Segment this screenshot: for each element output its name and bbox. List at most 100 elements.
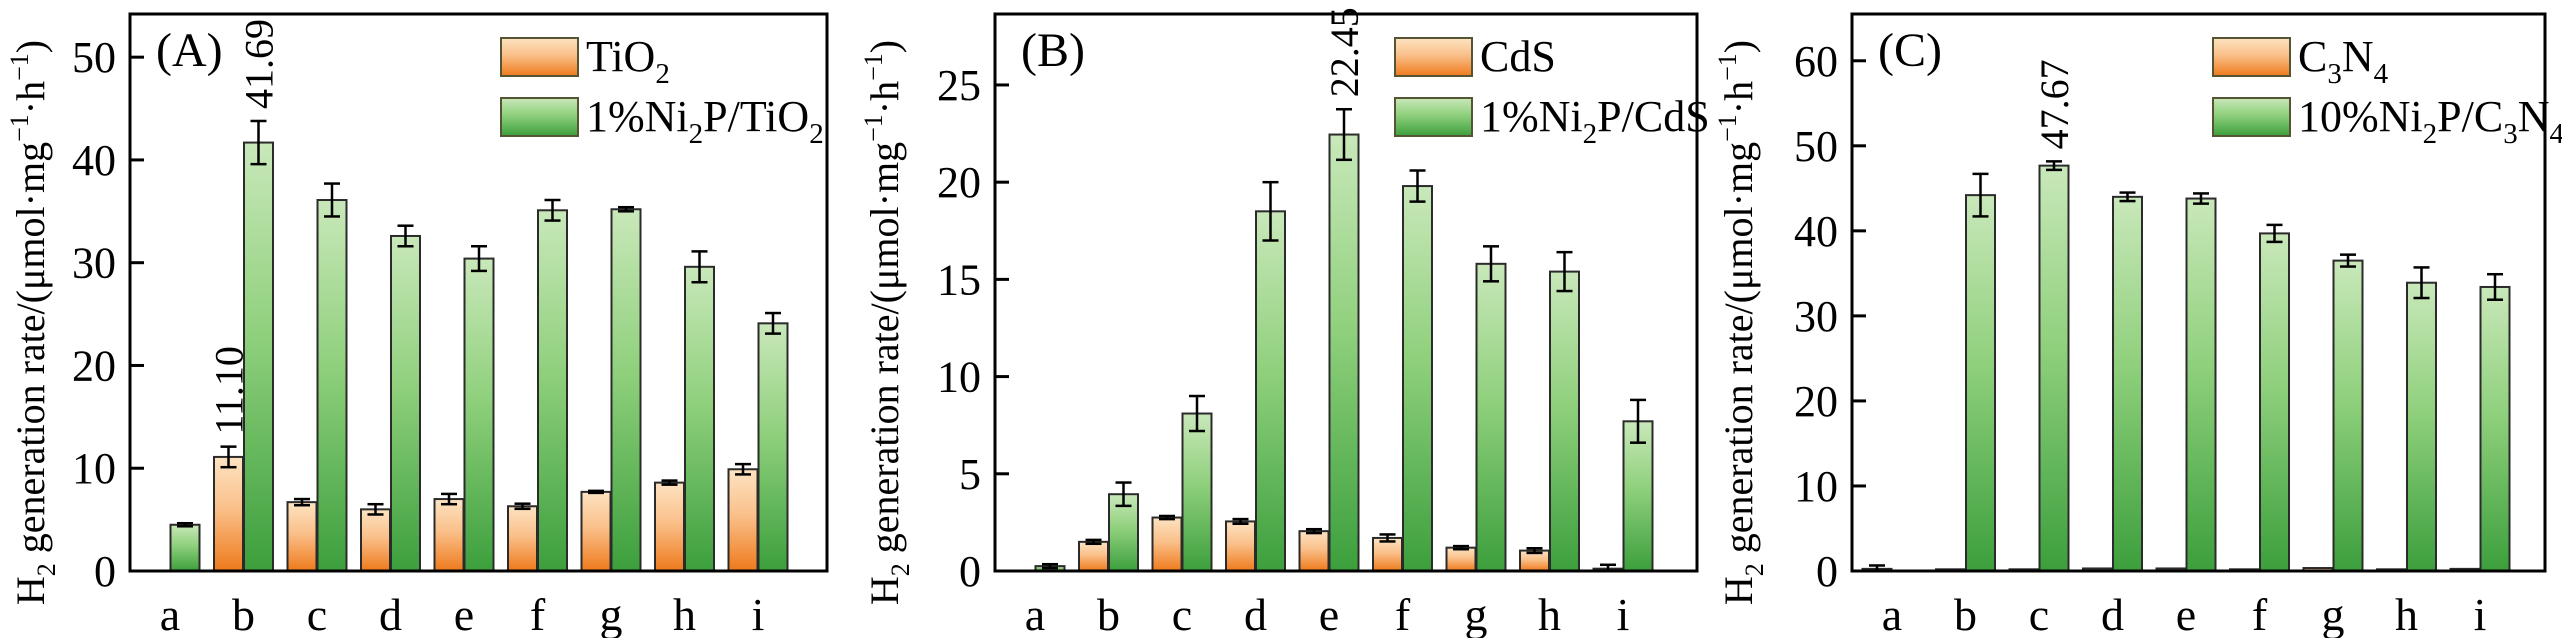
bar-green-e	[2185, 197, 2217, 572]
bar-green-d	[2112, 195, 2143, 572]
legend-label-1: 1%Ni2P/TiO2	[586, 92, 824, 150]
error-bar-orange-h	[1526, 547, 1543, 555]
error-bar-orange-g	[1453, 544, 1469, 551]
error-bar-green-i	[765, 311, 781, 335]
x-category-label-a: a	[1025, 589, 1045, 638]
x-category-label-b: b	[1097, 589, 1120, 638]
bar-orange-d	[360, 508, 391, 572]
error-bar-green-g	[1483, 245, 1499, 283]
axis-frame	[993, 12, 1699, 573]
x-category-label-g: g	[600, 589, 623, 638]
error-bar-green-f	[1409, 169, 1426, 203]
y-tick-label: 25	[937, 61, 981, 110]
bar-orange-g	[580, 490, 612, 573]
bar-green-a	[169, 523, 201, 573]
y-tick-label: 40	[1794, 207, 1838, 256]
bar-green-h	[684, 265, 715, 572]
y-tick-label: 30	[1794, 292, 1838, 341]
error-bar-green-i	[1630, 398, 1646, 444]
y-tick-label: 10	[72, 444, 116, 493]
chart-C: H2 generation rate/(μmol·mg−1·h−1) 0 10 20 3…	[1713, 12, 2562, 640]
error-bar-green-b	[1115, 481, 1132, 508]
y-tick-label: 0	[1816, 547, 1838, 596]
legend-swatch-orange	[2212, 37, 2291, 77]
error-bar-green-e	[2193, 192, 2209, 205]
error-bar-green-e	[1336, 108, 1352, 162]
bar-orange-e	[1298, 530, 1330, 572]
error-bar-green-h	[2413, 266, 2430, 300]
error-bar-green-a	[1042, 562, 1058, 570]
error-bar-green-c	[1189, 394, 1205, 433]
error-bar-orange-a	[1869, 564, 1885, 570]
x-category-label-h: h	[673, 589, 696, 638]
legend-swatch-orange	[1394, 37, 1473, 77]
panel-C: H2 generation rate/(μmol·mg−1·h−1) 0 10 20 3…	[1708, 0, 2562, 640]
y-tick-label: 0	[94, 547, 116, 596]
x-category-label-g: g	[2322, 589, 2345, 638]
y-tick-label: 50	[72, 33, 116, 82]
bar-green-f	[537, 209, 568, 572]
error-bar-green-d	[2119, 191, 2136, 203]
error-bar-orange-b	[220, 445, 237, 469]
error-bar-green-h	[691, 250, 708, 284]
bar-green-f	[2259, 232, 2290, 572]
bar-green-e	[463, 257, 495, 572]
legend-label-1: 10%Ni2P/C3N4	[2298, 92, 2562, 150]
bar-green-i	[757, 322, 789, 572]
x-category-label-i: i	[1617, 589, 1630, 638]
panel-B: H2 generation rate/(μmol·mg−1·h−1) 0 5 10 15…	[854, 0, 1710, 640]
error-bar-green-b	[1972, 172, 1989, 218]
bar-orange-d	[1225, 520, 1256, 572]
error-bar-orange-g	[588, 489, 604, 495]
error-bar-orange-i	[1600, 563, 1616, 570]
bar-orange-i	[727, 468, 759, 573]
y-axis-label: H2 generation rate/(μmol·mg−1·h−1)	[859, 40, 915, 605]
error-bar-green-d	[397, 224, 414, 248]
y-tick-label: 10	[1794, 462, 1838, 511]
x-category-label-f: f	[1395, 589, 1411, 638]
legend-swatch-green	[1394, 97, 1473, 137]
error-bar-orange-d	[367, 502, 384, 516]
bar-orange-c	[1151, 516, 1183, 572]
error-bar-green-c	[324, 182, 340, 218]
axis-frame	[128, 12, 829, 573]
error-bar-orange-c	[1159, 514, 1175, 521]
legend-swatch-green	[2212, 97, 2291, 137]
bar-orange-c	[286, 501, 318, 572]
x-category-label-c: c	[1172, 589, 1192, 638]
bar-orange-f	[1372, 536, 1403, 573]
x-category-label-e: e	[1319, 589, 1339, 638]
error-bar-orange-b	[1085, 538, 1102, 546]
x-category-label-a: a	[160, 589, 180, 638]
bar-green-e	[1328, 133, 1360, 572]
legend-label-0: TiO2	[586, 32, 670, 90]
y-tick-label: 20	[72, 341, 116, 390]
panel-letter: (B)	[1021, 24, 1085, 77]
bar-green-h	[1549, 270, 1580, 572]
bar-orange-h	[654, 481, 685, 573]
error-bar-green-d	[1262, 180, 1279, 242]
bar-orange-f	[507, 505, 538, 573]
legend-label-0: CdS	[1480, 32, 1556, 81]
error-bar-green-h	[1556, 250, 1573, 293]
error-bar-green-g	[618, 205, 634, 213]
bar-green-h	[2406, 281, 2437, 572]
y-tick-label: 10	[937, 353, 981, 402]
x-category-label-d: d	[379, 589, 402, 638]
bar-green-b	[243, 141, 274, 573]
x-category-label-d: d	[2101, 589, 2124, 638]
error-bar-green-a	[177, 521, 193, 528]
panel-letter: (C)	[1878, 24, 1942, 77]
y-tick-label: 20	[1794, 377, 1838, 426]
error-bar-orange-e	[1306, 527, 1322, 535]
y-tick-label: 30	[72, 239, 116, 288]
y-axis-label: H2 generation rate/(μmol·mg−1·h−1)	[5, 40, 61, 605]
legend-swatch-green	[500, 97, 579, 137]
bar-green-f	[1402, 185, 1433, 572]
chart-A: H2 generation rate/(μmol·mg−1·h−1) 0 10 20 3…	[5, 12, 829, 640]
x-category-label-h: h	[1538, 589, 1561, 638]
x-category-label-h: h	[2395, 589, 2418, 638]
error-bar-orange-c	[294, 497, 310, 507]
error-bar-orange-d	[1232, 517, 1249, 526]
x-category-label-d: d	[1244, 589, 1267, 638]
